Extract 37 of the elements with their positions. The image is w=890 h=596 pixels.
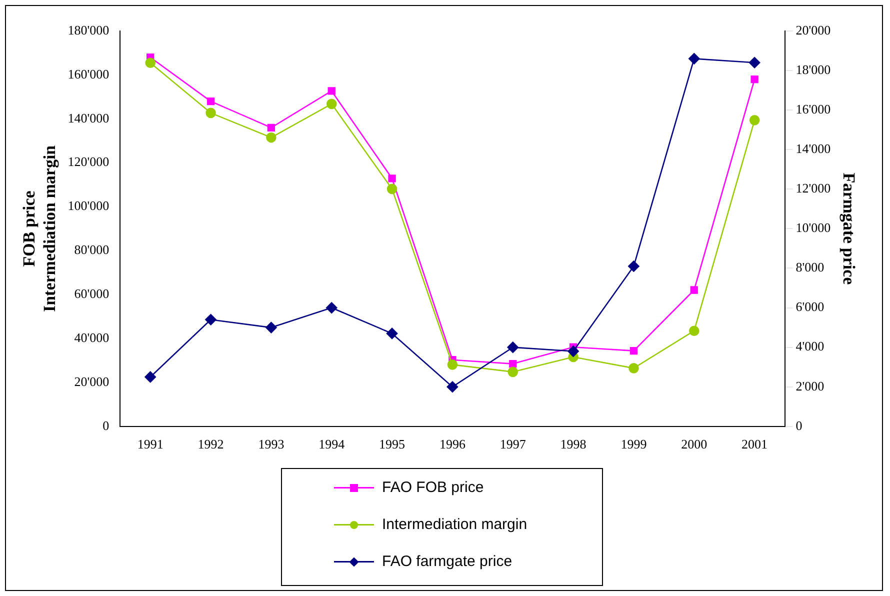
x-tick-label: 1999	[620, 436, 647, 452]
x-tick-label: 1996	[439, 436, 466, 452]
y2-tick-label: 20'000	[796, 22, 831, 38]
x-tick-label: 1993	[258, 436, 284, 452]
y-tick-label: 120'000	[68, 154, 110, 170]
y2-axis-title: Farmgate price	[839, 172, 858, 286]
y-tick-label: 140'000	[68, 110, 110, 126]
y-tick-label: 40'000	[74, 330, 110, 345]
y-tick-label: 100'000	[68, 198, 110, 214]
y2-tick-label: 0	[796, 418, 802, 433]
x-tick-label: 2001	[742, 436, 768, 452]
x-tick-label: 2000	[681, 436, 708, 452]
y2-tick-label: 4'000	[796, 338, 824, 354]
x-tick-label: 1992	[198, 436, 224, 452]
legend-label: FAO farmgate price	[382, 553, 512, 570]
y2-tick-label: 10'000	[796, 220, 831, 236]
y-tick-label: 80'000	[74, 242, 110, 258]
y2-tick-label: 12'000	[796, 180, 831, 196]
x-tick-label: 1995	[379, 436, 406, 452]
y2-tick-label: 16'000	[796, 102, 831, 116]
y2-tick-label: 14'000	[796, 141, 831, 156]
y-tick-label: 180'000	[68, 22, 110, 38]
y-axis-title: FOB price Intermediation margin	[20, 144, 59, 312]
y2-tick-label: 2'000	[796, 378, 824, 394]
y2-tick-label: 18'000	[796, 62, 831, 77]
y-tick-label: 160'000	[68, 66, 110, 82]
y-tick-label: 0	[102, 418, 110, 433]
x-tick-label: 1997	[500, 436, 526, 452]
y2-tick-label: 8'000	[796, 260, 824, 275]
legend-label: FAO FOB price	[382, 479, 484, 496]
x-tick-label: 1994	[318, 436, 346, 452]
y-tick-label: 20'000	[74, 374, 110, 389]
x-tick-label: 1991	[137, 436, 164, 452]
y2-tick-label: 6'000	[796, 299, 824, 314]
y-tick-label: 60'000	[74, 286, 110, 302]
x-tick-label: 1998	[560, 436, 586, 452]
legend-label: Intermediation margin	[382, 516, 528, 533]
